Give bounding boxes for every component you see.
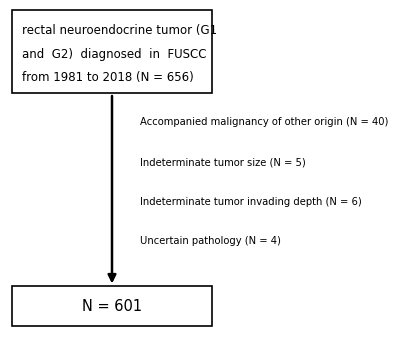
Text: rectal neuroendocrine tumor (G1: rectal neuroendocrine tumor (G1 (22, 24, 217, 37)
Text: Indeterminate tumor invading depth (N = 6): Indeterminate tumor invading depth (N = … (140, 197, 362, 207)
Bar (12, 10, 212, 93)
Text: N = 601: N = 601 (82, 299, 142, 314)
Text: and  G2)  diagnosed  in  FUSCC: and G2) diagnosed in FUSCC (22, 48, 206, 61)
Text: Accompanied malignancy of other origin (N = 40): Accompanied malignancy of other origin (… (140, 118, 388, 127)
Text: Uncertain pathology (N = 4): Uncertain pathology (N = 4) (140, 237, 281, 246)
Bar (12, 286, 212, 326)
Text: from 1981 to 2018 (N = 656): from 1981 to 2018 (N = 656) (22, 71, 194, 84)
Text: Indeterminate tumor size (N = 5): Indeterminate tumor size (N = 5) (140, 157, 306, 167)
